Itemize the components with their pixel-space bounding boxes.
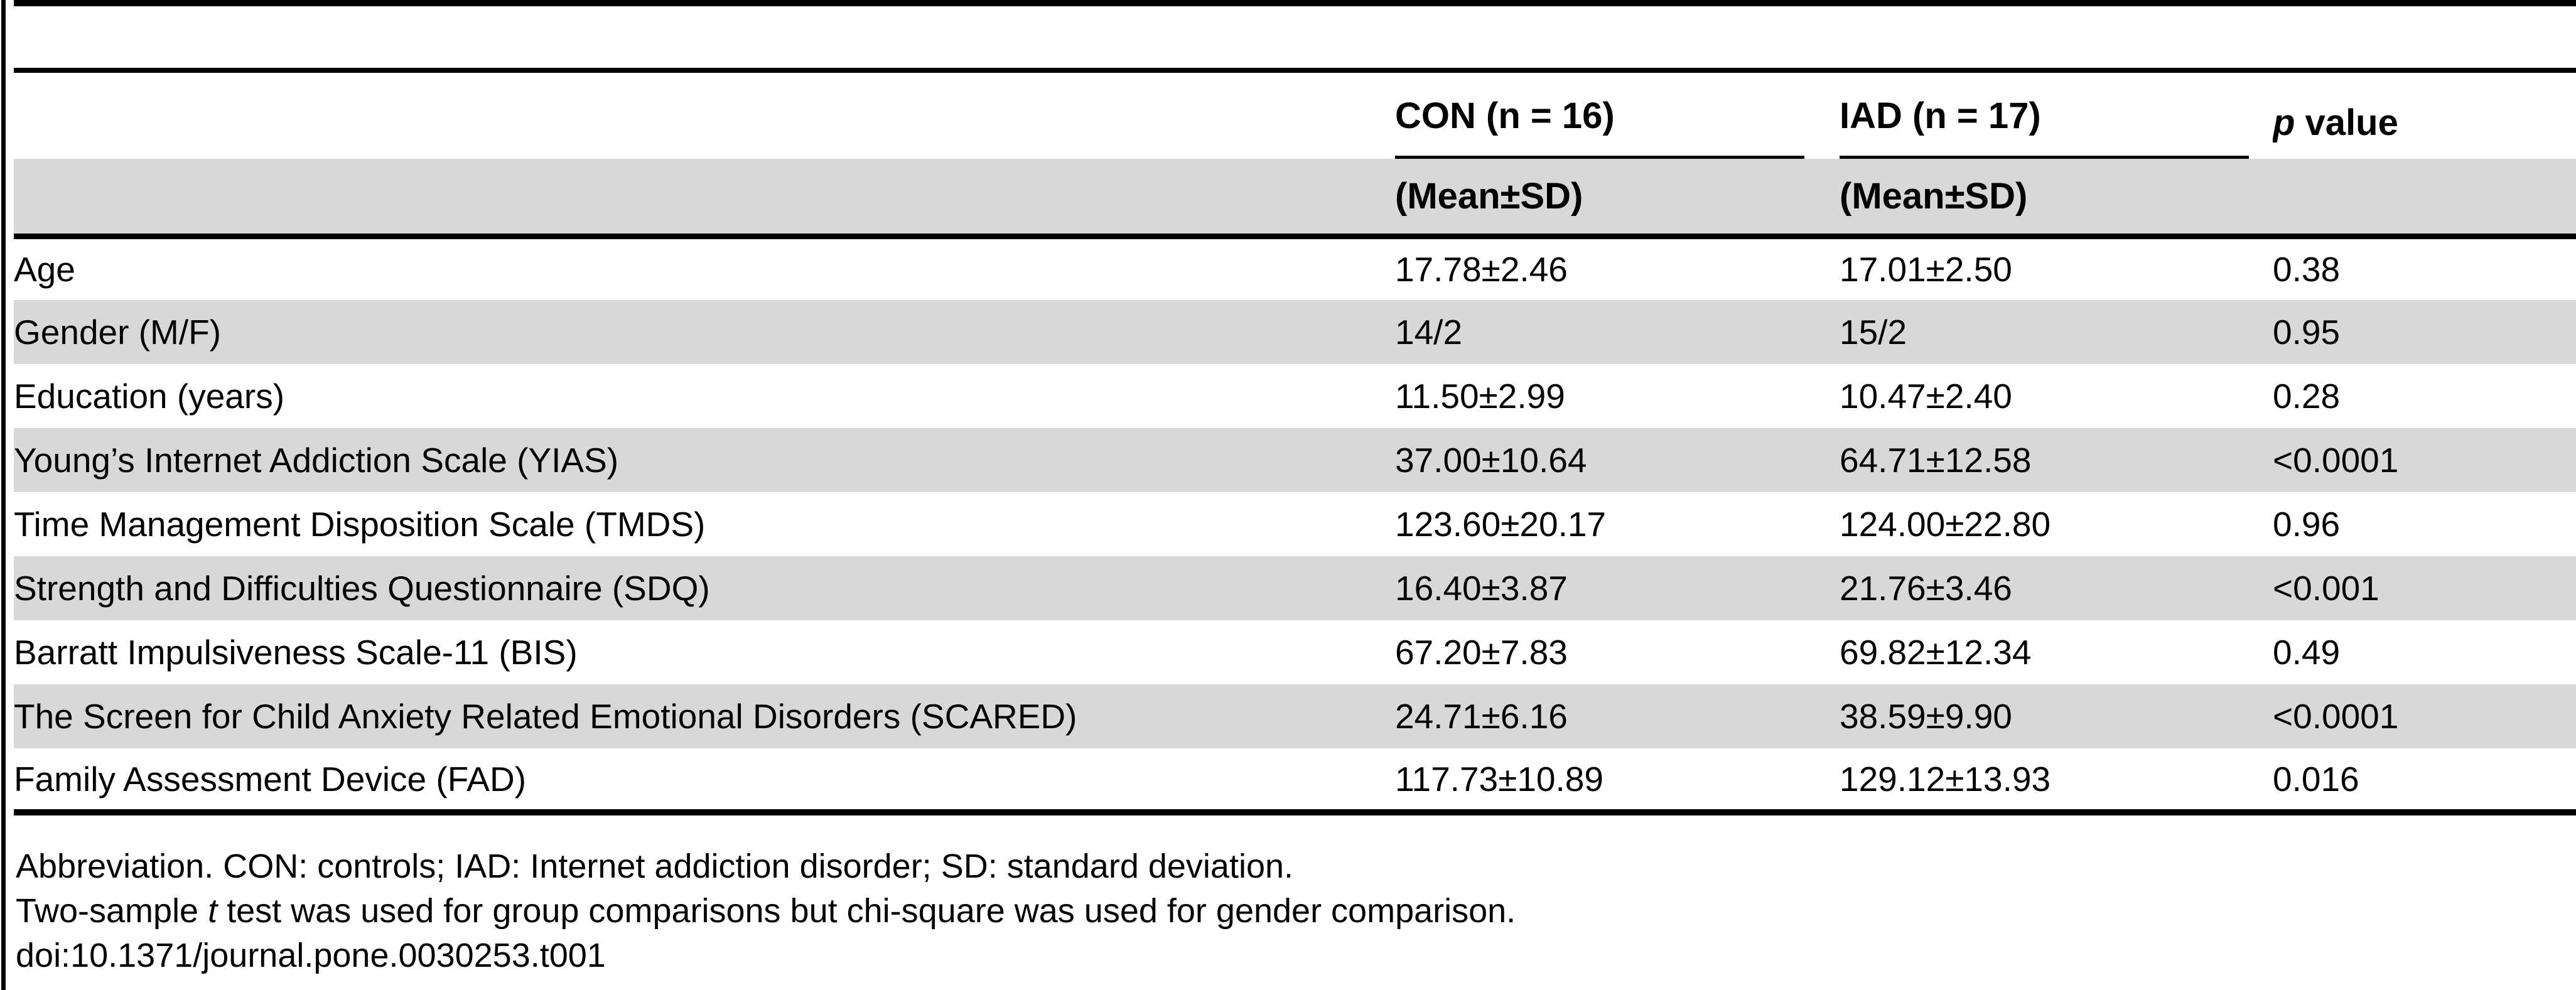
- subheader-row: (Mean±SD) (Mean±SD): [14, 159, 2576, 239]
- p-value-header: p value: [2273, 73, 2576, 159]
- table-row: The Screen for Child Anxiety Related Emo…: [14, 684, 2576, 748]
- demographics-table: CON (n = 16) IAD (n = 17) p value (Mean±…: [14, 73, 2576, 815]
- iad-group-underline: [1840, 156, 2249, 159]
- row-label-cell: Barratt Impulsiveness Scale-11 (BIS): [14, 633, 578, 672]
- p-value-cell: 0.95: [2273, 313, 2341, 352]
- con-group-label: CON (n = 16): [1395, 95, 1615, 136]
- row-label-cell: Education (years): [14, 377, 285, 416]
- iad-group-label: IAD (n = 17): [1840, 95, 2041, 136]
- p-value-cell: 0.28: [2273, 377, 2341, 416]
- empty-p-subheader-cell: [2273, 159, 2576, 239]
- iad-value-cell: 21.76±3.46: [1840, 569, 2012, 608]
- row-label-cell: The Screen for Child Anxiety Related Emo…: [14, 697, 1077, 736]
- con-value-cell: 117.73±10.89: [1395, 748, 1840, 815]
- row-label-cell: Strength and Difficulties Questionnaire …: [14, 569, 710, 608]
- con-value-cell: 24.71±6.16: [1395, 697, 1568, 736]
- iad-value-cell: 129.12±13.93: [1840, 748, 2273, 815]
- con-value-cell: 123.60±20.17: [1395, 505, 1607, 544]
- p-value-cell: 0.49: [2273, 633, 2341, 672]
- iad-value-cell: 38.59±9.90: [1840, 697, 2012, 736]
- con-mean-sd-subheader: (Mean±SD): [1395, 159, 1840, 239]
- footnote-method-suffix: test was used for group comparisons but …: [217, 892, 1516, 930]
- p-value-cell: <0.001: [2273, 569, 2379, 608]
- footnotes: Abbreviation. CON: controls; IAD: Intern…: [14, 844, 2576, 978]
- p-value-cell: 0.38: [2273, 250, 2341, 289]
- con-value-cell: 11.50±2.99: [1395, 377, 1565, 416]
- iad-value-cell: 124.00±22.80: [1840, 505, 2051, 544]
- con-group-underline: [1395, 156, 1804, 159]
- empty-header-cell: [14, 73, 1395, 159]
- p-header-italic: p: [2273, 102, 2295, 143]
- con-value-cell: 67.20±7.83: [1395, 633, 1568, 672]
- iad-value-cell: 10.47±2.40: [1840, 377, 2012, 416]
- header-rule: [14, 68, 2576, 73]
- footnote-doi: doi:10.1371/journal.pone.0030253.t001: [16, 937, 606, 974]
- row-label-cell: Gender (M/F): [14, 313, 222, 352]
- p-value-cell: 0.96: [2273, 505, 2341, 544]
- table-row: Age 17.78±2.46 17.01±2.50 0.38: [14, 236, 2576, 300]
- p-header-rest: value: [2295, 102, 2398, 143]
- p-value-cell: <0.0001: [2273, 441, 2399, 480]
- iad-value-cell: 64.71±12.58: [1840, 441, 2032, 480]
- p-value-cell: 0.016: [2273, 748, 2576, 815]
- table-row: Strength and Difficulties Questionnaire …: [14, 556, 2576, 620]
- footnote-method-italic-t: t: [208, 892, 218, 930]
- footnote-abbreviation: Abbreviation. CON: controls; IAD: Intern…: [16, 847, 1294, 885]
- table-row: Time Management Disposition Scale (TMDS)…: [14, 492, 2576, 556]
- iad-value-cell: 15/2: [1840, 313, 1907, 352]
- table-row: Family Assessment Device (FAD) 117.73±10…: [14, 748, 2576, 815]
- iad-value-cell: 17.01±2.50: [1840, 250, 2012, 289]
- row-label-cell: Family Assessment Device (FAD): [14, 748, 1395, 815]
- con-value-cell: 14/2: [1395, 313, 1463, 352]
- con-value-cell: 16.40±3.87: [1395, 569, 1568, 608]
- iad-value-cell: 69.82±12.34: [1840, 633, 2032, 672]
- row-label-cell: Age: [14, 250, 75, 289]
- p-value-cell: <0.0001: [2273, 697, 2399, 736]
- table-row: Gender (M/F) 14/2 15/2 0.95: [14, 300, 2576, 364]
- group-header-row: CON (n = 16) IAD (n = 17) p value: [14, 73, 2576, 159]
- footnote-method-prefix: Two-sample: [16, 892, 208, 930]
- con-value-cell: 37.00±10.64: [1395, 441, 1587, 480]
- iad-group-header: IAD (n = 17): [1840, 73, 2273, 159]
- footnote-method: Two-sample t test was used for group com…: [16, 889, 2576, 934]
- iad-mean-sd-subheader: (Mean±SD): [1840, 159, 2273, 239]
- con-group-header: CON (n = 16): [1395, 73, 1840, 159]
- table-figure: CON (n = 16) IAD (n = 17) p value (Mean±…: [14, 0, 2576, 978]
- top-rule: [14, 0, 2576, 6]
- table-row: Education (years) 11.50±2.99 10.47±2.40 …: [14, 364, 2576, 428]
- table-row: Barratt Impulsiveness Scale-11 (BIS) 67.…: [14, 620, 2576, 684]
- row-label-cell: Young’s Internet Addiction Scale (YIAS): [14, 441, 619, 480]
- table-body: Age 17.78±2.46 17.01±2.50 0.38 Gender (M…: [14, 236, 2576, 815]
- table-row: Young’s Internet Addiction Scale (YIAS) …: [14, 428, 2576, 492]
- left-edge-line: [1, 0, 6, 990]
- title-gap: [14, 6, 2576, 68]
- row-label-cell: Time Management Disposition Scale (TMDS): [14, 505, 706, 544]
- con-value-cell: 17.78±2.46: [1395, 250, 1568, 289]
- empty-subheader-cell: [14, 159, 1395, 239]
